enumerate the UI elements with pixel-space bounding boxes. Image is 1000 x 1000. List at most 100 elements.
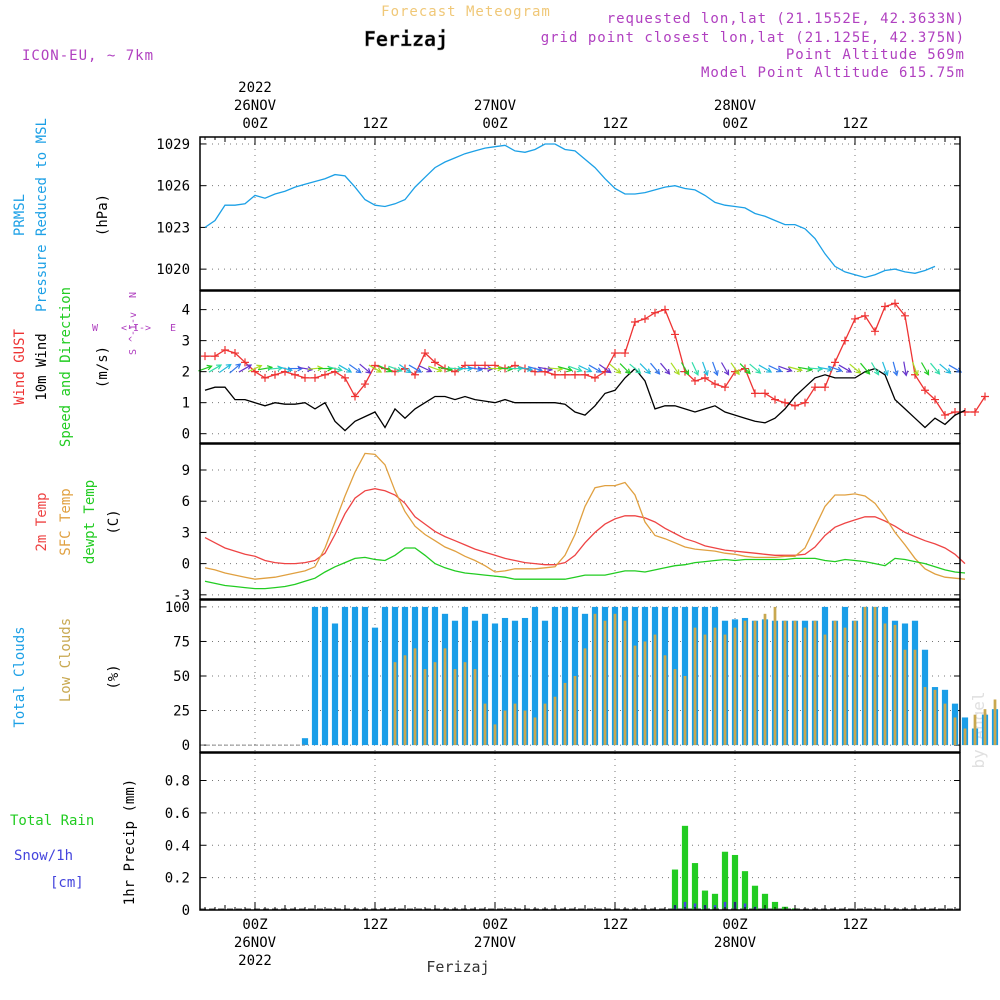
clouds-frame <box>199 599 961 753</box>
gust-marker <box>931 395 939 404</box>
wind-arrowhead <box>396 366 403 373</box>
pressure-frame <box>199 136 961 291</box>
y-tick-label: 1020 <box>156 262 190 278</box>
low-cloud-bar <box>533 717 537 746</box>
wind-arrow <box>338 364 352 373</box>
label-prmsl: PRMSL <box>12 194 28 236</box>
time-axis: 2022 26NOV 00Z 12Z 27NOV 00Z 12Z 28NOV 00Z 12Z 00Z… <box>204 80 956 969</box>
wind-arrow <box>588 364 602 373</box>
wind-arrowhead <box>734 369 740 376</box>
wind-arrowhead <box>892 370 899 377</box>
wind-arrow <box>388 365 402 372</box>
wind-arrow <box>378 365 392 373</box>
wind-arrow <box>558 366 572 371</box>
wind-arrow <box>778 365 792 372</box>
wind-arrowhead <box>225 363 232 370</box>
gust-marker <box>921 386 929 395</box>
wind-arrowhead <box>246 364 253 370</box>
wind-arrowhead <box>457 365 464 372</box>
total-cloud-bar <box>351 606 359 746</box>
rain-bar <box>721 851 729 910</box>
wind-arrow <box>739 363 751 374</box>
gust-marker <box>871 327 879 336</box>
low-cloud-bar <box>633 645 637 746</box>
model-label: ICON-EU, ~ 7km <box>22 48 154 64</box>
wind-arrowhead <box>846 367 853 373</box>
gust-marker <box>691 376 699 385</box>
gust-marker <box>421 349 429 358</box>
wind-arrowhead <box>855 368 862 374</box>
y-tick-label: 75 <box>173 634 190 650</box>
footer-location: Ferizaj <box>426 958 489 976</box>
wind-arrow <box>538 366 552 371</box>
gust-marker <box>851 314 859 323</box>
gust-marker <box>791 401 799 410</box>
wind-arrow <box>702 361 708 376</box>
wind-arrow <box>328 366 342 371</box>
wind-arrow <box>768 365 782 373</box>
gust-marker <box>211 352 219 361</box>
compass-ns-arrow: ^-I-v <box>128 312 139 342</box>
gust-marker <box>661 305 669 314</box>
wind-arrowhead <box>693 369 699 377</box>
gust-marker <box>311 373 319 382</box>
label-dewpt-temp: dewpt Temp <box>82 480 98 564</box>
wind-arrowhead <box>566 366 573 373</box>
y-tick-label: 6 <box>182 494 190 510</box>
total-cloud-bar <box>301 738 309 746</box>
wind-arrowhead <box>336 366 343 373</box>
gust-marker <box>651 308 659 317</box>
rain-bar <box>671 869 679 910</box>
y-tick-label: 0.8 <box>165 774 190 790</box>
y-tick-label: 0 <box>182 427 190 443</box>
wind-arrow <box>670 362 680 375</box>
wind-arrowhead <box>586 367 593 373</box>
total-cloud-bar <box>531 606 539 746</box>
wind-frame <box>199 290 961 444</box>
gust-marker <box>831 358 839 367</box>
low-cloud-bar <box>683 676 687 746</box>
wind-arrow <box>528 366 542 371</box>
low-cloud-bar <box>973 714 977 746</box>
wind-arrowhead <box>713 370 719 377</box>
wind-arrowhead <box>346 367 353 373</box>
rain-bar <box>751 885 759 910</box>
point-altitude: Point Altitude 569m <box>786 47 965 63</box>
gust-marker <box>611 349 619 358</box>
gust-marker <box>801 398 809 407</box>
gust-marker <box>301 373 309 382</box>
wind-arrow <box>818 366 832 371</box>
wind-arrow <box>838 364 852 373</box>
low-cloud-bar <box>913 649 917 746</box>
series-wind-gust <box>205 302 986 416</box>
label-2m-temp: 2m Temp <box>34 492 50 551</box>
label-total-rain: Total Rain <box>10 813 94 829</box>
top-time-label: 12Z <box>842 116 867 132</box>
snow-bar <box>743 903 747 910</box>
wind-arrow <box>920 362 930 375</box>
low-cloud-bar <box>933 689 937 746</box>
wind-arrowhead <box>836 366 843 373</box>
cloud-labels: Total Clouds Low Clouds (%) <box>12 618 122 728</box>
wind-arrowhead <box>206 364 213 371</box>
label-hpa: (hPa) <box>95 194 111 236</box>
wind-arrowhead <box>826 366 834 372</box>
wind-arrow <box>418 365 432 373</box>
top-time-label: 28NOV <box>714 98 757 114</box>
wind-arrowhead <box>306 366 314 372</box>
wind-arrow <box>408 364 422 373</box>
total-cloud-bar <box>501 617 509 746</box>
wind-arrowhead <box>766 367 773 373</box>
low-cloud-bar <box>473 669 477 746</box>
wind-arrow <box>903 361 907 376</box>
gust-marker <box>721 383 729 392</box>
temperature-panel: -3 0 3 6 9 <box>173 443 966 604</box>
low-cloud-bar <box>993 699 997 746</box>
precip-frame <box>199 752 961 911</box>
low-cloud-bar <box>453 669 457 746</box>
low-cloud-bar <box>723 634 727 746</box>
low-cloud-bar <box>843 627 847 746</box>
wind-arrow <box>730 362 740 375</box>
low-cloud-bar <box>573 676 577 746</box>
wind-arrowhead <box>683 369 690 376</box>
